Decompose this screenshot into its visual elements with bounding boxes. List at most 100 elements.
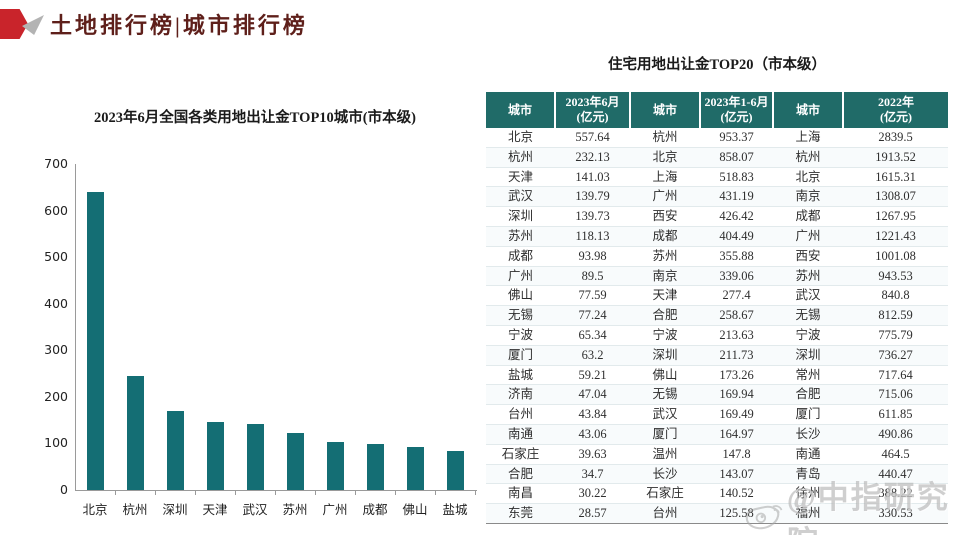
table-cell-city: 无锡 bbox=[486, 305, 555, 326]
table-cell-value: 141.03 bbox=[555, 167, 630, 188]
x-axis-tick bbox=[195, 491, 196, 495]
x-axis-label-杭州: 杭州 bbox=[122, 503, 148, 517]
y-axis-tick-label: 500 bbox=[44, 249, 68, 265]
column-header-城市: 城市 bbox=[772, 92, 843, 128]
y-axis-tick-label: 300 bbox=[44, 342, 68, 358]
table-cell-value: 611.85 bbox=[843, 404, 948, 425]
table-cell-value: 812.59 bbox=[843, 305, 948, 326]
x-axis-label-深圳: 深圳 bbox=[162, 503, 188, 517]
column-header-line1: 2023年6月 bbox=[565, 95, 620, 109]
column-header-2023年6月: 2023年6月 (亿元) bbox=[554, 92, 630, 128]
x-axis-tick bbox=[395, 491, 396, 495]
table-cell-value: 164.97 bbox=[700, 424, 773, 445]
table-cell-city: 深圳 bbox=[486, 206, 555, 227]
table-cell-value: 1267.95 bbox=[843, 206, 948, 227]
table-cell-value: 2839.5 bbox=[843, 128, 948, 148]
table-cell-value: 63.2 bbox=[555, 345, 630, 366]
table-cell-value: 143.07 bbox=[700, 464, 773, 485]
bar-杭州 bbox=[127, 376, 144, 490]
table-cell-value: 277.4 bbox=[700, 285, 773, 307]
table-row: 北京 557.64 杭州 953.37 上海 2839.5 bbox=[486, 128, 948, 148]
table-cell-city: 深圳 bbox=[630, 345, 700, 366]
table-cell-city: 石家庄 bbox=[630, 483, 700, 505]
table-cell-city: 合肥 bbox=[630, 305, 700, 326]
table-cell-value: 77.24 bbox=[555, 305, 630, 326]
bar-天津 bbox=[207, 422, 224, 490]
table-cell-value: 717.64 bbox=[843, 365, 948, 386]
table-cell-city: 宁波 bbox=[773, 325, 843, 346]
table-row: 石家庄 39.63 温州 147.8 南通 464.5 bbox=[486, 444, 948, 465]
y-axis-tick-label: 100 bbox=[44, 435, 68, 451]
table-cell-city: 长沙 bbox=[630, 464, 700, 485]
bar-武汉 bbox=[247, 424, 264, 490]
table-cell-value: 39.63 bbox=[555, 444, 630, 465]
table-cell-city: 南通 bbox=[773, 444, 843, 465]
table-cell-value: 557.64 bbox=[555, 128, 630, 148]
x-axis-tick bbox=[155, 491, 156, 495]
table-cell-city: 北京 bbox=[630, 147, 700, 168]
table-cell-value: 426.42 bbox=[700, 206, 773, 227]
table-cell-value: 43.06 bbox=[555, 424, 630, 445]
bar-盐城 bbox=[447, 450, 464, 490]
table-cell-city: 厦门 bbox=[773, 404, 843, 425]
column-header-unit: (亿元) bbox=[720, 110, 753, 124]
table-cell-city: 深圳 bbox=[773, 345, 843, 366]
table-row: 盐城 59.21 佛山 173.26 常州 717.64 bbox=[486, 365, 948, 386]
table-cell-city: 合肥 bbox=[486, 464, 555, 485]
x-axis-tick bbox=[275, 491, 276, 495]
table-row: 南昌 30.22 石家庄 140.52 徐州 388.22 bbox=[486, 483, 948, 505]
table-cell-city: 宁波 bbox=[630, 325, 700, 346]
column-header-line1: 城市 bbox=[795, 102, 820, 117]
x-axis-tick bbox=[435, 491, 436, 495]
table-row: 佛山 77.59 天津 277.4 武汉 840.8 bbox=[486, 285, 948, 307]
table-cell-city: 武汉 bbox=[773, 285, 843, 307]
column-header-城市: 城市 bbox=[486, 92, 555, 128]
table-cell-city: 福州 bbox=[773, 503, 843, 524]
table-cell-value: 1221.43 bbox=[843, 226, 948, 247]
page-header: 土地排行榜|城市排行榜 bbox=[0, 4, 308, 44]
table-cell-value: 93.98 bbox=[555, 246, 630, 267]
x-axis-label-北京: 北京 bbox=[82, 503, 108, 517]
table-cell-city: 宁波 bbox=[486, 325, 555, 346]
table-cell-value: 355.88 bbox=[700, 246, 773, 267]
table-cell-value: 118.13 bbox=[555, 226, 630, 247]
table-cell-city: 济南 bbox=[486, 384, 555, 406]
table-cell-city: 南京 bbox=[630, 266, 700, 287]
table-cell-value: 1001.08 bbox=[843, 246, 948, 267]
table-cell-value: 736.27 bbox=[843, 345, 948, 366]
table-cell-value: 404.49 bbox=[700, 226, 773, 247]
table-cell-city: 武汉 bbox=[630, 404, 700, 425]
y-axis-tick-label: 0 bbox=[60, 482, 68, 497]
table-cell-value: 140.52 bbox=[700, 483, 773, 505]
x-axis-tick bbox=[115, 491, 116, 495]
table-cell-city: 广州 bbox=[486, 266, 555, 287]
table-cell-value: 47.04 bbox=[555, 384, 630, 406]
table-cell-value: 43.84 bbox=[555, 404, 630, 425]
column-header-line1: 2022年 bbox=[877, 95, 914, 109]
table-row: 武汉 139.79 广州 431.19 南京 1308.07 bbox=[486, 186, 948, 208]
table-cell-city: 上海 bbox=[630, 167, 700, 188]
table-cell-value: 147.8 bbox=[700, 444, 773, 465]
table-cell-value: 388.22 bbox=[843, 483, 948, 505]
table-cell-city: 佛山 bbox=[486, 285, 555, 307]
table-cell-city: 上海 bbox=[773, 128, 843, 148]
logo bbox=[0, 7, 44, 41]
table-cell-city: 合肥 bbox=[773, 384, 843, 406]
table-row: 广州 89.5 南京 339.06 苏州 943.53 bbox=[486, 266, 948, 287]
table-cell-value: 715.06 bbox=[843, 384, 948, 406]
table-cell-value: 125.58 bbox=[700, 503, 773, 524]
table-body: 北京 557.64 杭州 953.37 上海 2839.5 杭州 232.13 北京 858.07… bbox=[486, 128, 948, 524]
table-cell-city: 厦门 bbox=[630, 424, 700, 445]
table-cell-city: 北京 bbox=[486, 128, 555, 148]
x-axis-label-佛山: 佛山 bbox=[402, 503, 428, 517]
table-title: 住宅用地出让金TOP20（市本级） bbox=[607, 57, 827, 73]
table-cell-city: 广州 bbox=[773, 226, 843, 247]
column-header-line1: 城市 bbox=[652, 102, 677, 117]
table-row: 无锡 77.24 合肥 258.67 无锡 812.59 bbox=[486, 305, 948, 326]
table-row: 天津 141.03 上海 518.83 北京 1615.31 bbox=[486, 167, 948, 188]
x-axis-label-苏州: 苏州 bbox=[282, 503, 308, 517]
table-cell-value: 490.86 bbox=[843, 424, 948, 445]
table-cell-value: 440.47 bbox=[843, 464, 948, 485]
table-cell-city: 厦门 bbox=[486, 345, 555, 366]
table-cell-value: 213.63 bbox=[700, 325, 773, 346]
